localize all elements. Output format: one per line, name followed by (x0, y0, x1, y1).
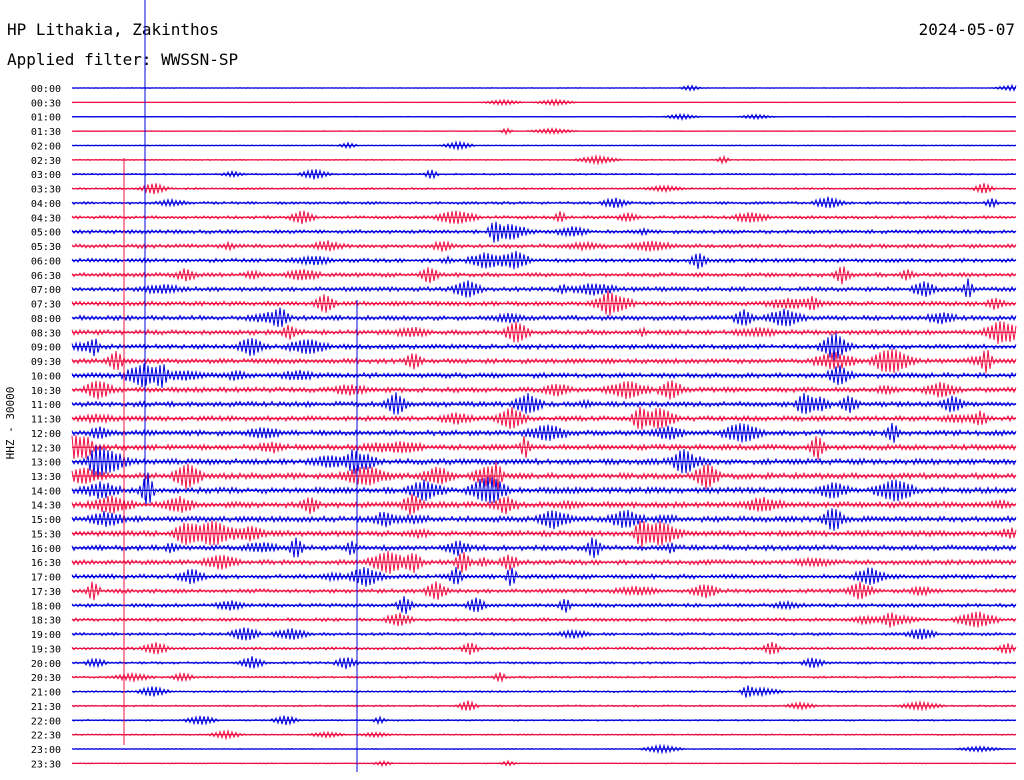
tick-label: 02:00 (31, 141, 61, 152)
tick-label: 00:00 (31, 84, 61, 95)
tick-label: 08:30 (31, 328, 61, 339)
trace-line (71, 290, 1017, 316)
tick-label: 10:30 (31, 386, 61, 397)
trace-line (71, 392, 1017, 415)
tick-label: 17:00 (31, 573, 61, 584)
tick-label: 09:00 (31, 343, 61, 354)
trace-line (71, 422, 1017, 443)
tick-label: 04:30 (31, 213, 61, 224)
trace-group (71, 0, 1017, 772)
tick-label: 07:00 (31, 285, 61, 296)
tick-label: 02:30 (31, 156, 61, 167)
tick-label: 09:30 (31, 357, 61, 368)
tick-label: 03:30 (31, 185, 61, 196)
tick-label: 06:00 (31, 256, 61, 267)
tick-label: 04:00 (31, 199, 61, 210)
tick-label: 18:00 (31, 601, 61, 612)
tick-label: 12:00 (31, 429, 61, 440)
tick-label: 23:00 (31, 745, 61, 756)
tick-label: 23:30 (31, 759, 61, 770)
trace-line (71, 278, 1017, 298)
trace-line (71, 611, 1017, 628)
tick-label: 20:00 (31, 659, 61, 670)
tick-label: 13:00 (31, 458, 61, 469)
tick-label: 06:30 (31, 271, 61, 282)
tick-label: 17:30 (31, 587, 61, 598)
tick-label: 07:30 (31, 300, 61, 311)
tick-label: 12:30 (31, 443, 61, 454)
tick-label: 16:00 (31, 544, 61, 555)
tick-label: 19:30 (31, 644, 61, 655)
date-label: 2024-05-07 (918, 20, 1015, 39)
tick-label: 05:30 (31, 242, 61, 253)
tick-label: 15:00 (31, 515, 61, 526)
station-title: HP Lithakia, Zakinthos (7, 20, 219, 39)
tick-label: 10:00 (31, 371, 61, 382)
tick-label: 05:00 (31, 228, 61, 239)
tick-label: 01:30 (31, 127, 61, 138)
tick-label: 18:30 (31, 616, 61, 627)
trace-line (71, 406, 1017, 430)
tick-label: 22:30 (31, 731, 61, 742)
tick-label: 13:30 (31, 472, 61, 483)
tick-label: 14:00 (31, 486, 61, 497)
tick-label: 20:30 (31, 673, 61, 684)
trace-line (71, 461, 1017, 491)
tick-label: 19:00 (31, 630, 61, 641)
trace-line (71, 472, 1017, 507)
tick-label: 00:30 (31, 98, 61, 109)
tick-label: 21:30 (31, 702, 61, 713)
tick-label: 08:00 (31, 314, 61, 325)
filter-label: Applied filter: WWSSN-SP (7, 50, 239, 69)
tick-label-group: 00:00 00:30 01:00 01:30 02:00 02:30 03:00 03:30… (31, 84, 61, 770)
tick-label: 15:30 (31, 529, 61, 540)
tick-label: 03:00 (31, 170, 61, 181)
y-axis-label: HHZ - 30000 (4, 387, 17, 460)
tick-label: 11:00 (31, 400, 61, 411)
tick-label: 01:00 (31, 113, 61, 124)
tick-label: 16:30 (31, 558, 61, 569)
trace-line (71, 332, 1017, 361)
trace-line (71, 508, 1017, 531)
trace-line (71, 445, 1017, 479)
tick-label: 22:00 (31, 716, 61, 727)
trace-line (71, 550, 1017, 574)
tick-label: 11:30 (31, 415, 61, 426)
tick-label: 14:30 (31, 501, 61, 512)
tick-label: 21:00 (31, 688, 61, 699)
